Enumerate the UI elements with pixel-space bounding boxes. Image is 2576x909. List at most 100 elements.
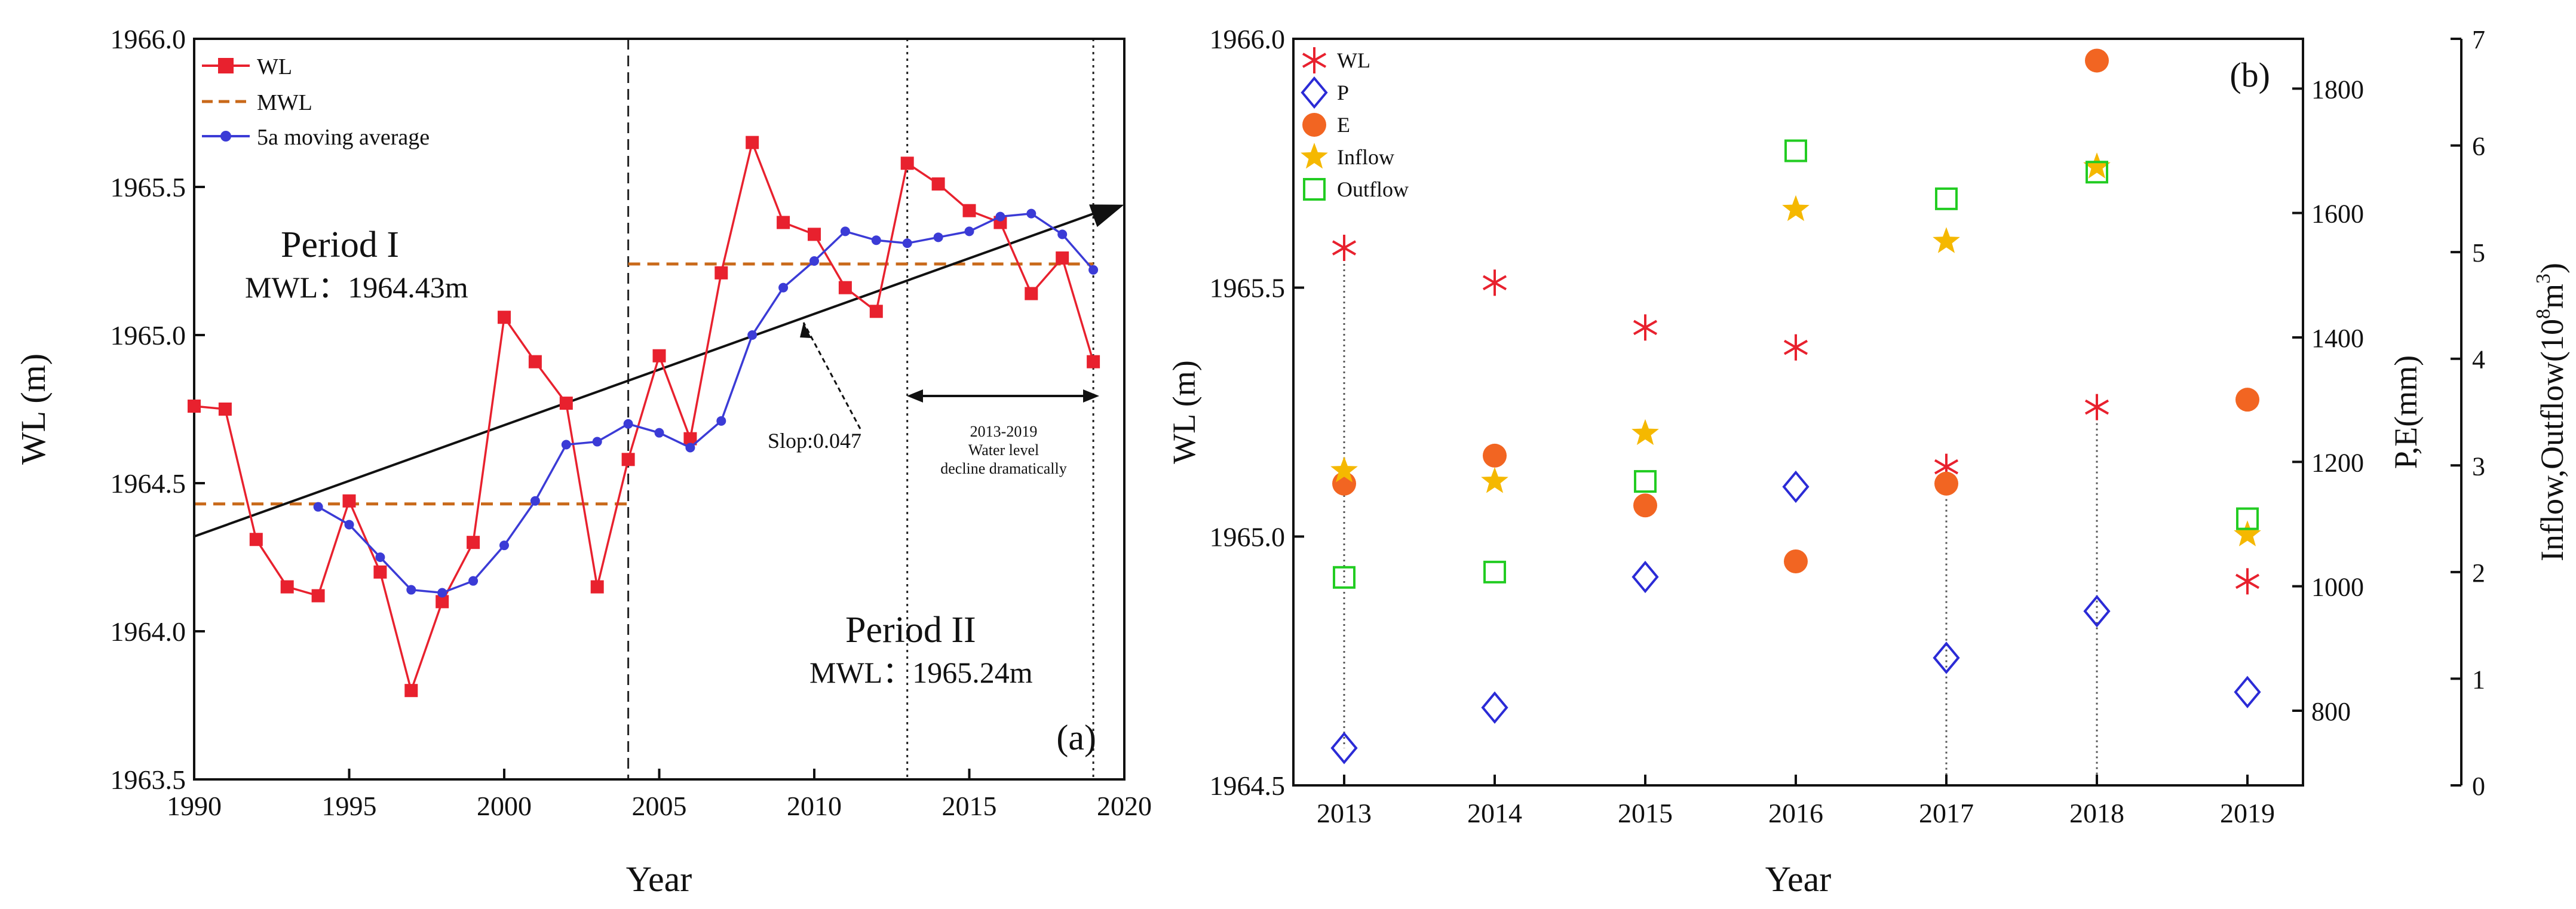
- moving-average-point: [437, 588, 447, 598]
- wl-point: [900, 156, 914, 170]
- panel-a-y-tick-label: 1965.0: [111, 320, 186, 351]
- moving-average-point: [747, 330, 758, 340]
- panel-b-x-ticks: 2013 2014 2015 2016 2017 2018 2019: [1317, 775, 2275, 828]
- panel-b-panel-label: (b): [2230, 56, 2270, 94]
- wl-point: [342, 494, 356, 508]
- wl-point: [559, 397, 573, 410]
- right2-label-sup2: 3: [2532, 274, 2554, 284]
- right2-label-sup1: 8: [2532, 309, 2554, 319]
- panel-b-right1-tick-label: 800: [2311, 697, 2351, 726]
- point-outflow: [1935, 187, 1958, 210]
- wl-point: [1025, 287, 1038, 300]
- moving-average-point: [1026, 208, 1036, 219]
- panel-b-series: [1330, 48, 2261, 764]
- moving-average-point: [499, 541, 509, 551]
- trend-arrowhead: [1089, 204, 1124, 228]
- point-outflow: [1634, 470, 1657, 493]
- wl-point: [188, 400, 201, 413]
- wl-point: [280, 580, 294, 594]
- panel-b-right2-y-label: Inflow,Outflow(108m3): [2532, 263, 2570, 561]
- point-e: [1633, 493, 1657, 518]
- moving-average-point: [809, 256, 819, 266]
- wl-point: [249, 533, 263, 546]
- legend-wl-marker: [218, 58, 234, 73]
- point-inflow: [1632, 419, 1659, 446]
- panel-b-right2-tick-label: 4: [2472, 345, 2485, 374]
- panel-b-right1-tick-label: 1200: [2311, 448, 2364, 477]
- wl-point: [621, 453, 635, 466]
- moving-average-point: [685, 443, 695, 453]
- panel-b-right1-tick-label: 1400: [2311, 324, 2364, 353]
- wl-point: [590, 580, 604, 594]
- panel-b-right2-tick-label: 7: [2472, 25, 2485, 54]
- point-inflow: [2234, 520, 2261, 546]
- series-line-5a-moving-average: [317, 212, 1094, 594]
- moving-average-point: [313, 502, 323, 512]
- point-p: [1632, 560, 1659, 594]
- legend-b-marker-outflow: [1303, 178, 1326, 201]
- panel-b: 2013 2014 2015 2016 2017 2018 2019 1964.51965.…: [1166, 24, 2570, 899]
- right2-label-prefix: Inflow,Outflow(10: [2534, 319, 2570, 561]
- point-p: [2234, 675, 2261, 708]
- moving-average-point: [654, 428, 664, 438]
- point-wl: [1332, 235, 1357, 261]
- moving-average-point: [561, 440, 571, 450]
- panel-a-reference-lines: [194, 39, 1094, 779]
- wl-point: [652, 349, 666, 363]
- wl-point: [746, 136, 759, 149]
- wl-point: [838, 281, 852, 294]
- legend-ma-label: 5a moving average: [257, 125, 430, 150]
- moving-average-point: [840, 226, 850, 237]
- wl-point: [777, 216, 790, 229]
- point-outflow: [2236, 507, 2259, 530]
- wl-point: [498, 311, 511, 324]
- panel-b-legend: WL P E Inflow Outflow: [1301, 47, 1409, 201]
- legend-b-marker-wl: [1302, 47, 1327, 73]
- moving-average-point: [902, 238, 912, 248]
- legend-b-outflow-label: Outflow: [1337, 177, 1409, 201]
- point-inflow: [1933, 227, 1960, 253]
- panel-a-y-tick-label: 1964.0: [111, 616, 186, 647]
- panel-b-x-tick-label: 2019: [2220, 798, 2275, 828]
- period2-mwl-label: MWL：1965.24m: [809, 656, 1033, 689]
- wl-point: [436, 595, 449, 609]
- panel-b-y-label: WL (m): [1166, 360, 1202, 463]
- panel-a-x-tick-label: 1990: [167, 791, 222, 821]
- point-inflow: [1481, 467, 1508, 493]
- panel-a-y-tick-label: 1966.0: [111, 24, 186, 54]
- panel-b-right2-tick-label: 2: [2472, 558, 2485, 588]
- moving-average-point: [1088, 265, 1099, 275]
- moving-average-point: [778, 282, 789, 293]
- panel-a-legend: WL MWL 5a moving average: [202, 54, 430, 150]
- panel-a: 1990 1995 2000 2005 2010 2015 2020 1963.5 1964.…: [14, 24, 1152, 899]
- point-inflow: [2083, 152, 2111, 179]
- panel-a-x-tick-label: 2005: [632, 791, 687, 821]
- point-p: [1481, 691, 1508, 724]
- panel-a-x-tick-label: 2000: [477, 791, 532, 821]
- panel-b-right2-tick-label: 3: [2472, 452, 2485, 481]
- point-wl: [2084, 394, 2109, 420]
- point-outflow: [2086, 161, 2108, 184]
- wl-point: [404, 684, 418, 698]
- moving-average-point: [530, 496, 540, 506]
- range-bracket: 2013-2019 Water level decline dramatical…: [907, 389, 1099, 477]
- moving-average-point: [995, 211, 1005, 222]
- panel-a-x-tick-label: 1995: [322, 791, 377, 821]
- panel-b-x-tick-label: 2018: [2069, 798, 2124, 828]
- range-bracket-right-arrowhead: [1083, 389, 1099, 403]
- wl-point: [373, 565, 387, 579]
- moving-average-point: [716, 416, 726, 426]
- range-bracket-left-arrowhead: [907, 389, 923, 403]
- moving-average-point: [623, 419, 633, 429]
- point-wl: [1783, 334, 1808, 361]
- point-wl: [1633, 314, 1658, 341]
- moving-average-point: [1057, 229, 1068, 239]
- panel-a-x-tick-label: 2010: [787, 791, 842, 821]
- panel-b-right2-tick-label: 5: [2472, 238, 2485, 268]
- panel-b-left-tick-label: 1965.0: [1210, 521, 1286, 552]
- panel-a-series: [188, 136, 1124, 698]
- legend-mwl-label: MWL: [257, 90, 312, 115]
- point-p: [1782, 470, 1810, 503]
- panel-b-right2-tick-label: 0: [2472, 772, 2485, 801]
- panel-a-y-tick-label: 1964.5: [111, 468, 186, 499]
